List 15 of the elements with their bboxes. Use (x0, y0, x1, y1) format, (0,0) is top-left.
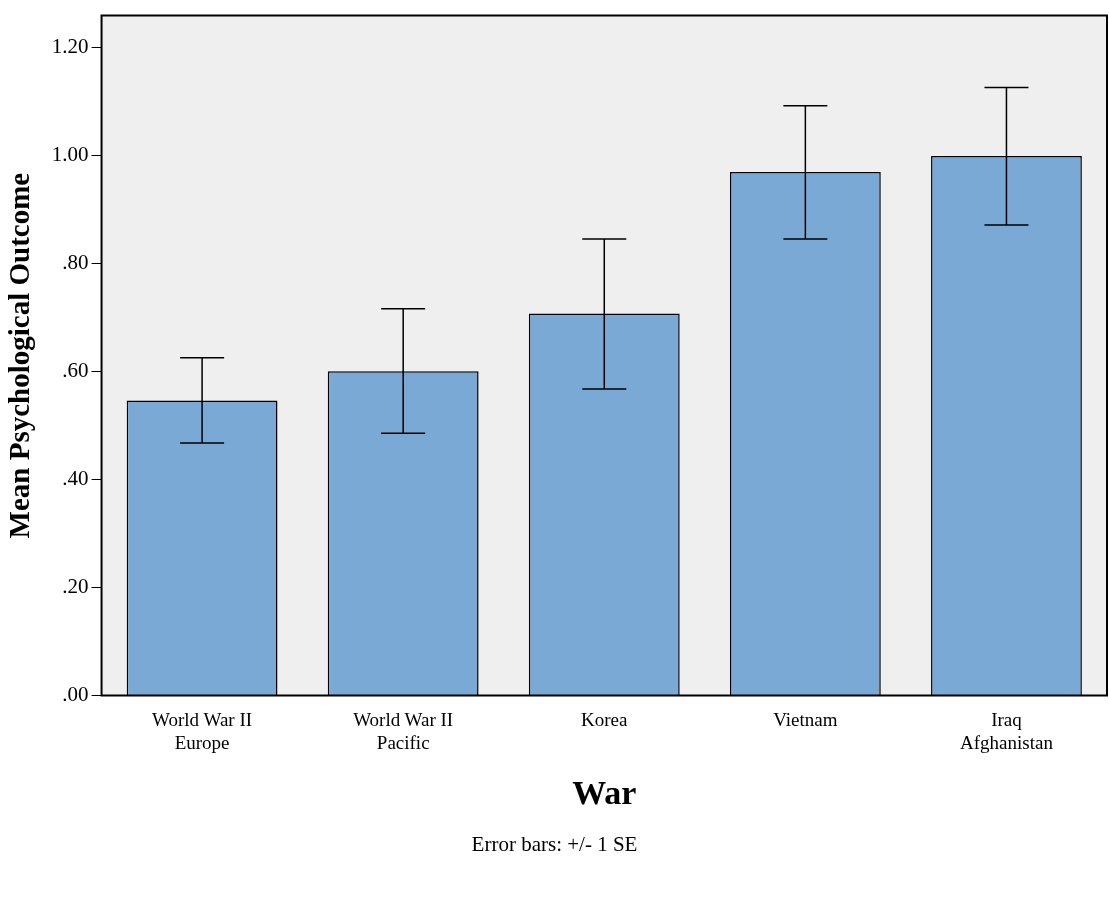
y-tick-label: .60 (62, 358, 89, 383)
y-tick-label: 1.00 (51, 142, 89, 167)
y-tick-label: .00 (62, 682, 89, 707)
x-axis-title: War (572, 774, 637, 812)
y-tick-label: .80 (62, 250, 89, 275)
text: Error bars: +/- 1 SE (470, 832, 639, 857)
y-tick-label: 1.20 (51, 34, 89, 59)
x-tick-label: Vietnam (773, 708, 838, 730)
y-axis-title: Mean Psychological Outcome (2, 172, 35, 539)
y-tick-label: .20 (62, 574, 89, 599)
x-tick-label: Korea (581, 708, 629, 730)
y-tick-label: .40 (62, 466, 89, 491)
x-tick-label: World War II Pacific (353, 708, 454, 753)
x-tick-label: Iraq Afghanistan (960, 708, 1054, 753)
x-tick-label: World War II Europe (152, 708, 253, 753)
